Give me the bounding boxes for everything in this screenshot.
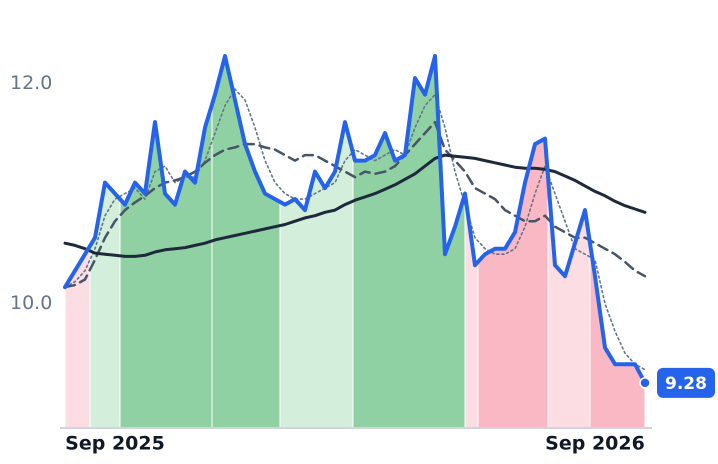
x-tick-label: Sep 2025 xyxy=(65,433,165,455)
y-tick-label: 10.0 xyxy=(10,292,52,314)
regime-band xyxy=(119,104,213,429)
last-value-dot xyxy=(639,377,651,389)
last-value-label: 9.28 xyxy=(665,374,707,394)
x-tick-label: Sep 2026 xyxy=(545,433,645,455)
moving-average-line xyxy=(63,120,647,289)
regime-band xyxy=(477,137,549,429)
price-line xyxy=(63,54,647,385)
regime-band xyxy=(64,244,91,429)
y-tick-label: 12.0 xyxy=(10,72,52,94)
regime-band xyxy=(211,55,281,429)
last-value-badge xyxy=(657,367,715,398)
